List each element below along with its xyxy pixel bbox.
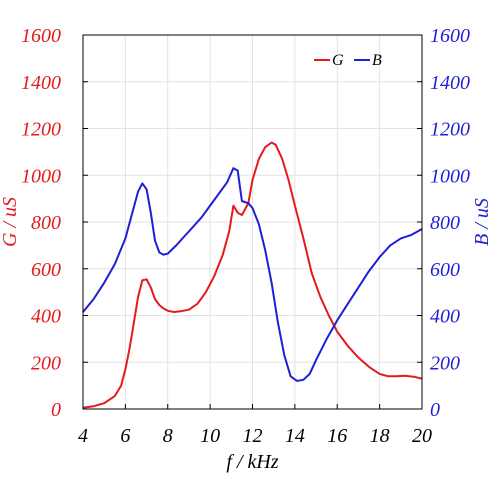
y-left-tick-label-7: 1400 [21,72,61,94]
x-tick-label-5: 14 [285,425,305,447]
y-left-tick-label-3: 600 [31,259,61,281]
x-tick-label-2: 8 [163,425,173,447]
y-right-tick-label-0: 0 [430,399,440,421]
y-right-tick-label-7: 1400 [430,72,470,94]
x-tick-label-6: 16 [327,425,347,447]
y-left-tick-label-0: 0 [51,399,61,421]
y-left-tick-label-4: 800 [31,212,61,234]
x-axis-label: f / kHz [226,451,278,473]
y-right-tick-labels: 0 200 400 600 800 1000 1200 1400 1600 [417,25,470,421]
x-tick-label-1: 6 [120,425,130,447]
x-tick-label-4: 12 [243,425,263,447]
x-tick-label-7: 18 [370,425,390,447]
y-right-tick-label-5: 1000 [430,165,470,187]
y-left-tick-label-8: 1600 [21,25,61,47]
y-right-axis-label: B / uS [471,198,493,246]
x-tick-labels: 4 6 8 10 12 14 16 18 20 [78,404,432,447]
y-left-tick-labels: 0 200 400 600 800 1000 1200 1400 1600 [21,25,88,421]
series-line-b [82,167,423,382]
y-left-tick-label-1: 200 [31,352,61,374]
legend-label-g: G [332,52,344,69]
legend: G B [314,52,382,69]
y-left-tick-label-5: 1000 [21,165,61,187]
x-tick-label-3: 10 [200,425,220,447]
series-lines [82,141,423,409]
y-left-tick-label-2: 400 [31,306,61,328]
y-left-tick-label-6: 1200 [21,119,61,141]
y-right-tick-label-8: 1600 [430,25,470,47]
y-right-tick-label-6: 1200 [430,119,470,141]
y-left-axis-label: G / uS [0,197,21,247]
gridlines [82,34,423,410]
x-tick-label-8: 20 [412,425,432,447]
series-line-g [82,141,423,409]
x-tick-label-0: 4 [78,425,88,447]
y-right-tick-label-1: 200 [430,352,460,374]
legend-label-b: B [372,52,382,69]
y-right-tick-label-4: 800 [430,212,460,234]
y-right-tick-label-2: 400 [430,306,460,328]
y-right-tick-label-3: 600 [430,259,460,281]
